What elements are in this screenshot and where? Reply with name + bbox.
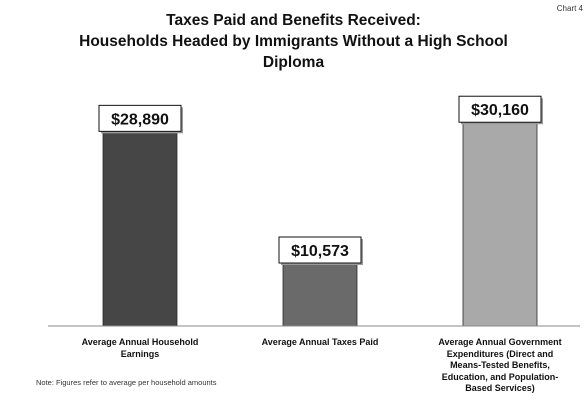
bar-1 [102, 117, 178, 327]
category-label-3-line-2: Expenditures (Direct and [446, 348, 554, 359]
category-label-3-line-5: Based Services) [465, 383, 535, 393]
data-label-box-1 [98, 104, 182, 132]
data-labels-group: $28,890 $10,573 $30,160 [98, 95, 543, 266]
data-label-box-3 [458, 95, 542, 123]
bars-group [102, 108, 538, 327]
category-label-3-line-3: Means-Tested Benefits, [450, 360, 550, 370]
chart-number-label: Chart 4 [556, 4, 583, 13]
category-label-2: Average Annual Taxes Paid [240, 337, 400, 349]
category-label-3: Average Annual Government Expenditures (D… [420, 337, 580, 395]
chart-title-line-1: Taxes Paid and Benefits Received: [166, 12, 421, 29]
category-label-1-line-2: Earnings [120, 348, 160, 359]
category-label-3-line-4: Education, and Population- [441, 371, 559, 382]
category-label-1-line-1: Average Annual Household [81, 337, 199, 347]
bar-3 [462, 108, 538, 327]
data-label-3: $30,160 [471, 102, 529, 119]
category-label-1: Average Annual Household Earnings [60, 337, 220, 360]
data-label-box-2 [278, 236, 362, 264]
chart-title-line-3: Diploma [262, 54, 325, 71]
category-label-2-line-1: Average Annual Taxes Paid [261, 337, 379, 347]
category-label-3-line-1: Average Annual Government [438, 337, 562, 347]
footnote: Note: Figures refer to average per house… [36, 378, 217, 387]
data-label-2: $10,573 [291, 243, 349, 260]
chart-title-line-2: Households Headed by Immigrants Without … [79, 33, 508, 50]
chart-title: Taxes Paid and Benefits Received: Househ… [40, 10, 547, 73]
data-label-1: $28,890 [111, 111, 169, 128]
